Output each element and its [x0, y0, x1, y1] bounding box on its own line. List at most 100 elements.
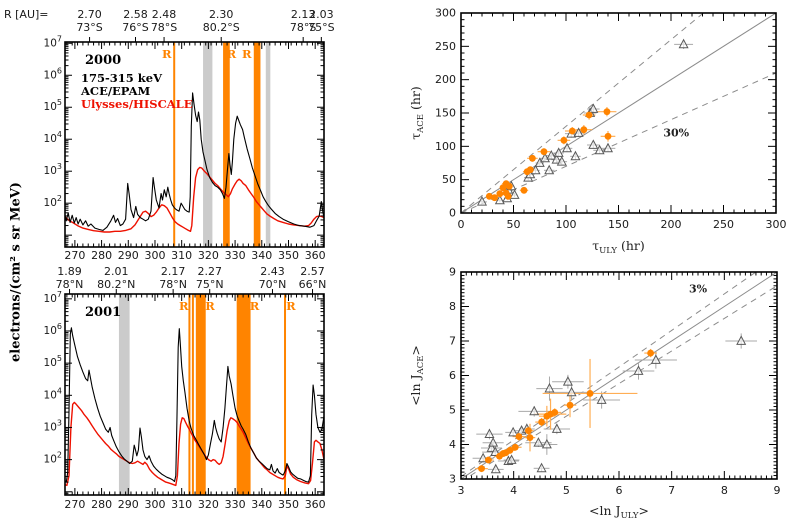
x-tick-label: 4	[510, 484, 517, 497]
triangle-marker	[488, 437, 499, 447]
y-tick-label: 100	[435, 140, 456, 153]
x-tick-label: 6	[616, 484, 623, 497]
triangle-marker	[594, 144, 605, 155]
x-tick-label: 270	[64, 249, 85, 262]
circle-marker	[484, 456, 492, 464]
x-tick-label: 320	[198, 249, 219, 262]
year-label: 2000	[85, 53, 121, 68]
x-tick-label: 290	[118, 249, 139, 262]
x-tick-label: 350	[278, 249, 299, 262]
triangle-marker	[678, 38, 689, 49]
triangle-marker	[736, 335, 747, 345]
shock-orange-band	[236, 294, 251, 495]
top-axis-latitude: 80.2°N	[97, 278, 135, 291]
x-axis-title: <ln JULY>	[589, 503, 649, 521]
top-axis-latitude: 76°S	[122, 21, 148, 34]
triangle-marker	[490, 463, 501, 474]
top-axis-latitude: 78°N	[56, 278, 84, 291]
circle-marker	[504, 192, 512, 200]
triangle-marker	[541, 438, 552, 449]
triangle-marker	[602, 142, 614, 153]
panel-scatter-tau: 30% 00 50 50 100 100 150 150 200 200 250 250 300 300 τ…	[408, 7, 787, 257]
y-tick-label: 102	[44, 451, 62, 466]
y-tick-label: 5	[449, 404, 456, 417]
top-axis-latitude: 75°S	[308, 21, 334, 34]
x-tick-label: 8	[721, 484, 728, 497]
top-axis-latitude: 78°S	[151, 21, 177, 34]
triangle-marker	[546, 149, 557, 160]
circle-marker	[604, 132, 612, 140]
y-tick-label: 9	[449, 266, 456, 279]
x-tick-label: 330	[225, 498, 246, 511]
top-axis-distance: 1.89	[57, 265, 82, 278]
percent-band-line	[463, 285, 777, 479]
triangle-marker	[509, 189, 520, 199]
triangle-marker	[551, 423, 562, 433]
x-tick-label: 330	[225, 249, 246, 262]
x-tick-label: 300	[144, 249, 165, 262]
circle-marker	[647, 349, 654, 357]
plot-area	[461, 272, 777, 479]
circle-marker	[568, 127, 576, 135]
circle-marker	[526, 166, 534, 174]
x-tick-label: 280	[91, 249, 112, 262]
top-axis-distance: 2.30	[209, 8, 234, 21]
top-axis-distance: 2.57	[300, 265, 325, 278]
ulysses-hiscale-series	[65, 401, 324, 487]
y-tick-label: 6	[449, 369, 456, 382]
x-tick-label: 5	[563, 484, 570, 497]
triangle-marker	[588, 103, 599, 113]
y-tick-label: 106	[44, 322, 62, 337]
x-tick-label: 250	[713, 218, 734, 231]
ace-epam-series	[65, 92, 324, 231]
top-axis-distance: 2.03	[309, 8, 334, 21]
circle-marker	[603, 108, 611, 116]
circle-marker	[586, 390, 594, 397]
top-axis-distance: 2.58	[123, 8, 148, 21]
top-axis-distance: 2.17	[161, 265, 186, 278]
circle-marker	[491, 194, 498, 202]
x-tick-label: 3	[458, 484, 465, 497]
circle-marker	[566, 401, 574, 409]
y-tick-label: 103	[44, 418, 62, 433]
circle-marker	[515, 433, 523, 440]
y-tick-label: 250	[435, 40, 456, 53]
y-tick-label: 107	[44, 34, 62, 49]
y-tick-label: 0	[449, 207, 456, 220]
triangle-marker	[551, 153, 562, 164]
y-tick-label: 105	[44, 354, 62, 369]
cir-gray-band	[203, 42, 213, 247]
percent-annotation: 3%	[689, 283, 708, 296]
x-tick-label: 320	[198, 498, 219, 511]
y-tick-label: 103	[44, 162, 62, 177]
shock-orange-band	[195, 294, 206, 495]
top-axis-distance: 2.70	[77, 8, 102, 21]
circle-marker	[538, 418, 545, 426]
triangle-marker	[588, 139, 599, 149]
triangle-marker	[566, 386, 577, 397]
r-shock-label: R	[286, 299, 296, 313]
x-tick-label: 340	[251, 498, 272, 511]
triangle-marker	[490, 446, 501, 456]
x-tick-label: 300	[144, 498, 165, 511]
top-axis-latitude: 75°N	[196, 278, 224, 291]
one-to-one-line	[461, 13, 776, 213]
top-axis-latitude: 66°N	[299, 278, 327, 291]
y-tick-label: 105	[44, 98, 62, 113]
plot-area	[461, 13, 776, 213]
cir-gray-band	[265, 42, 271, 247]
top-axis-latitude: 73°S	[76, 21, 102, 34]
circle-marker	[540, 148, 548, 156]
circle-marker	[551, 409, 559, 416]
triangle-marker	[539, 152, 551, 163]
y-tick-label: 102	[44, 194, 62, 209]
triangle-marker	[596, 394, 607, 404]
x-tick-label: 310	[171, 249, 192, 262]
percent-band-line	[461, 13, 704, 213]
circle-marker	[526, 434, 534, 441]
triangle-marker	[484, 428, 495, 439]
y-tick-label: 150	[435, 107, 456, 120]
triangle-marker	[508, 426, 519, 437]
triangle-marker	[650, 354, 661, 364]
